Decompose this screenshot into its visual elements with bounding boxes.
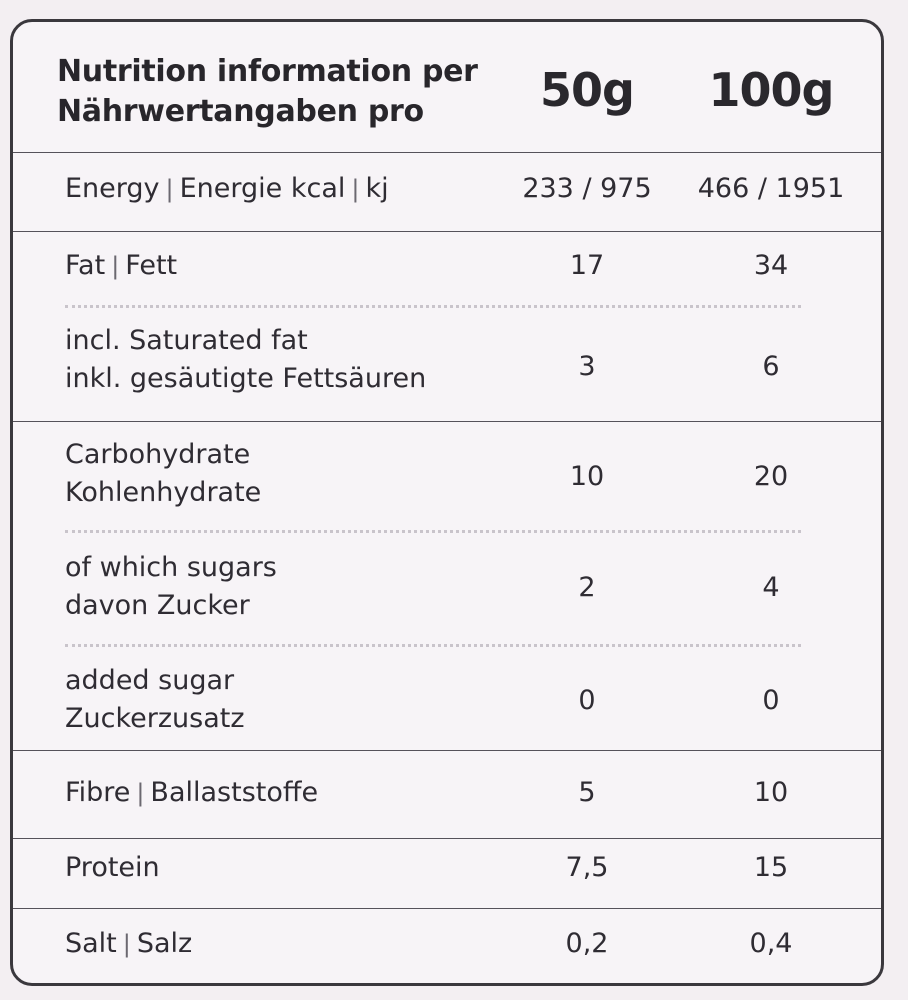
separator: | <box>165 175 174 203</box>
row-label: Fat | Fett <box>65 250 178 281</box>
value-100g: 10 <box>753 777 789 808</box>
value-100g: 20 <box>753 461 789 492</box>
value-50g: 0,2 <box>565 928 609 959</box>
separator: | <box>136 779 145 807</box>
value-50g: 3 <box>578 351 596 382</box>
column-header-50g: 50g <box>540 63 635 117</box>
row-label-english: added sugar <box>65 665 235 696</box>
divider <box>13 421 881 422</box>
row-label-german: inkl. gesäutigte Fettsäuren <box>65 363 427 394</box>
row-label-german: Zuckerzusatz <box>65 703 245 734</box>
separator: | <box>351 175 360 203</box>
row-label-german: davon Zucker <box>65 590 250 621</box>
value-100g: 34 <box>753 250 789 281</box>
dotted-divider <box>65 305 801 308</box>
row-label: Fibre | Ballaststoffe <box>65 777 319 808</box>
title-line-german: Nährwertangaben pro <box>57 94 424 129</box>
divider <box>13 750 881 751</box>
nutrition-table-panel: Nutrition information per Nährwertangabe… <box>10 19 884 986</box>
divider <box>13 231 881 232</box>
value-50g: 2 <box>578 572 596 603</box>
row-label: Protein <box>65 852 160 883</box>
separator: | <box>111 252 120 280</box>
value-50g: 233 / 975 <box>522 173 652 204</box>
value-50g: 10 <box>569 461 605 492</box>
separator: | <box>122 930 131 958</box>
row-label: Energy | Energie kcal | kj <box>65 173 389 204</box>
value-50g: 5 <box>578 777 596 808</box>
table-title: Nutrition information per Nährwertangabe… <box>57 52 478 132</box>
value-100g: 4 <box>762 572 780 603</box>
column-header-100g: 100g <box>708 63 835 117</box>
value-50g: 7,5 <box>565 852 609 883</box>
title-line-english: Nutrition information per <box>57 54 478 89</box>
value-100g: 466 / 1951 <box>697 173 845 204</box>
value-100g: 0 <box>762 685 780 716</box>
row-label: Salt | Salz <box>65 928 193 959</box>
dotted-divider <box>65 530 801 533</box>
divider <box>13 838 881 839</box>
row-label-english: incl. Saturated fat <box>65 325 308 356</box>
divider <box>13 152 881 153</box>
row-label-english: Carbohydrate <box>65 439 251 470</box>
dotted-divider <box>65 644 801 647</box>
table-header: Nutrition information per Nährwertangabe… <box>13 22 887 152</box>
value-100g: 6 <box>762 351 780 382</box>
value-50g: 17 <box>569 250 605 281</box>
value-100g: 0,4 <box>749 928 793 959</box>
value-50g: 0 <box>578 685 596 716</box>
row-label-german: Kohlenhydrate <box>65 477 262 508</box>
divider <box>13 908 881 909</box>
row-label-english: of which sugars <box>65 552 277 583</box>
value-100g: 15 <box>753 852 789 883</box>
